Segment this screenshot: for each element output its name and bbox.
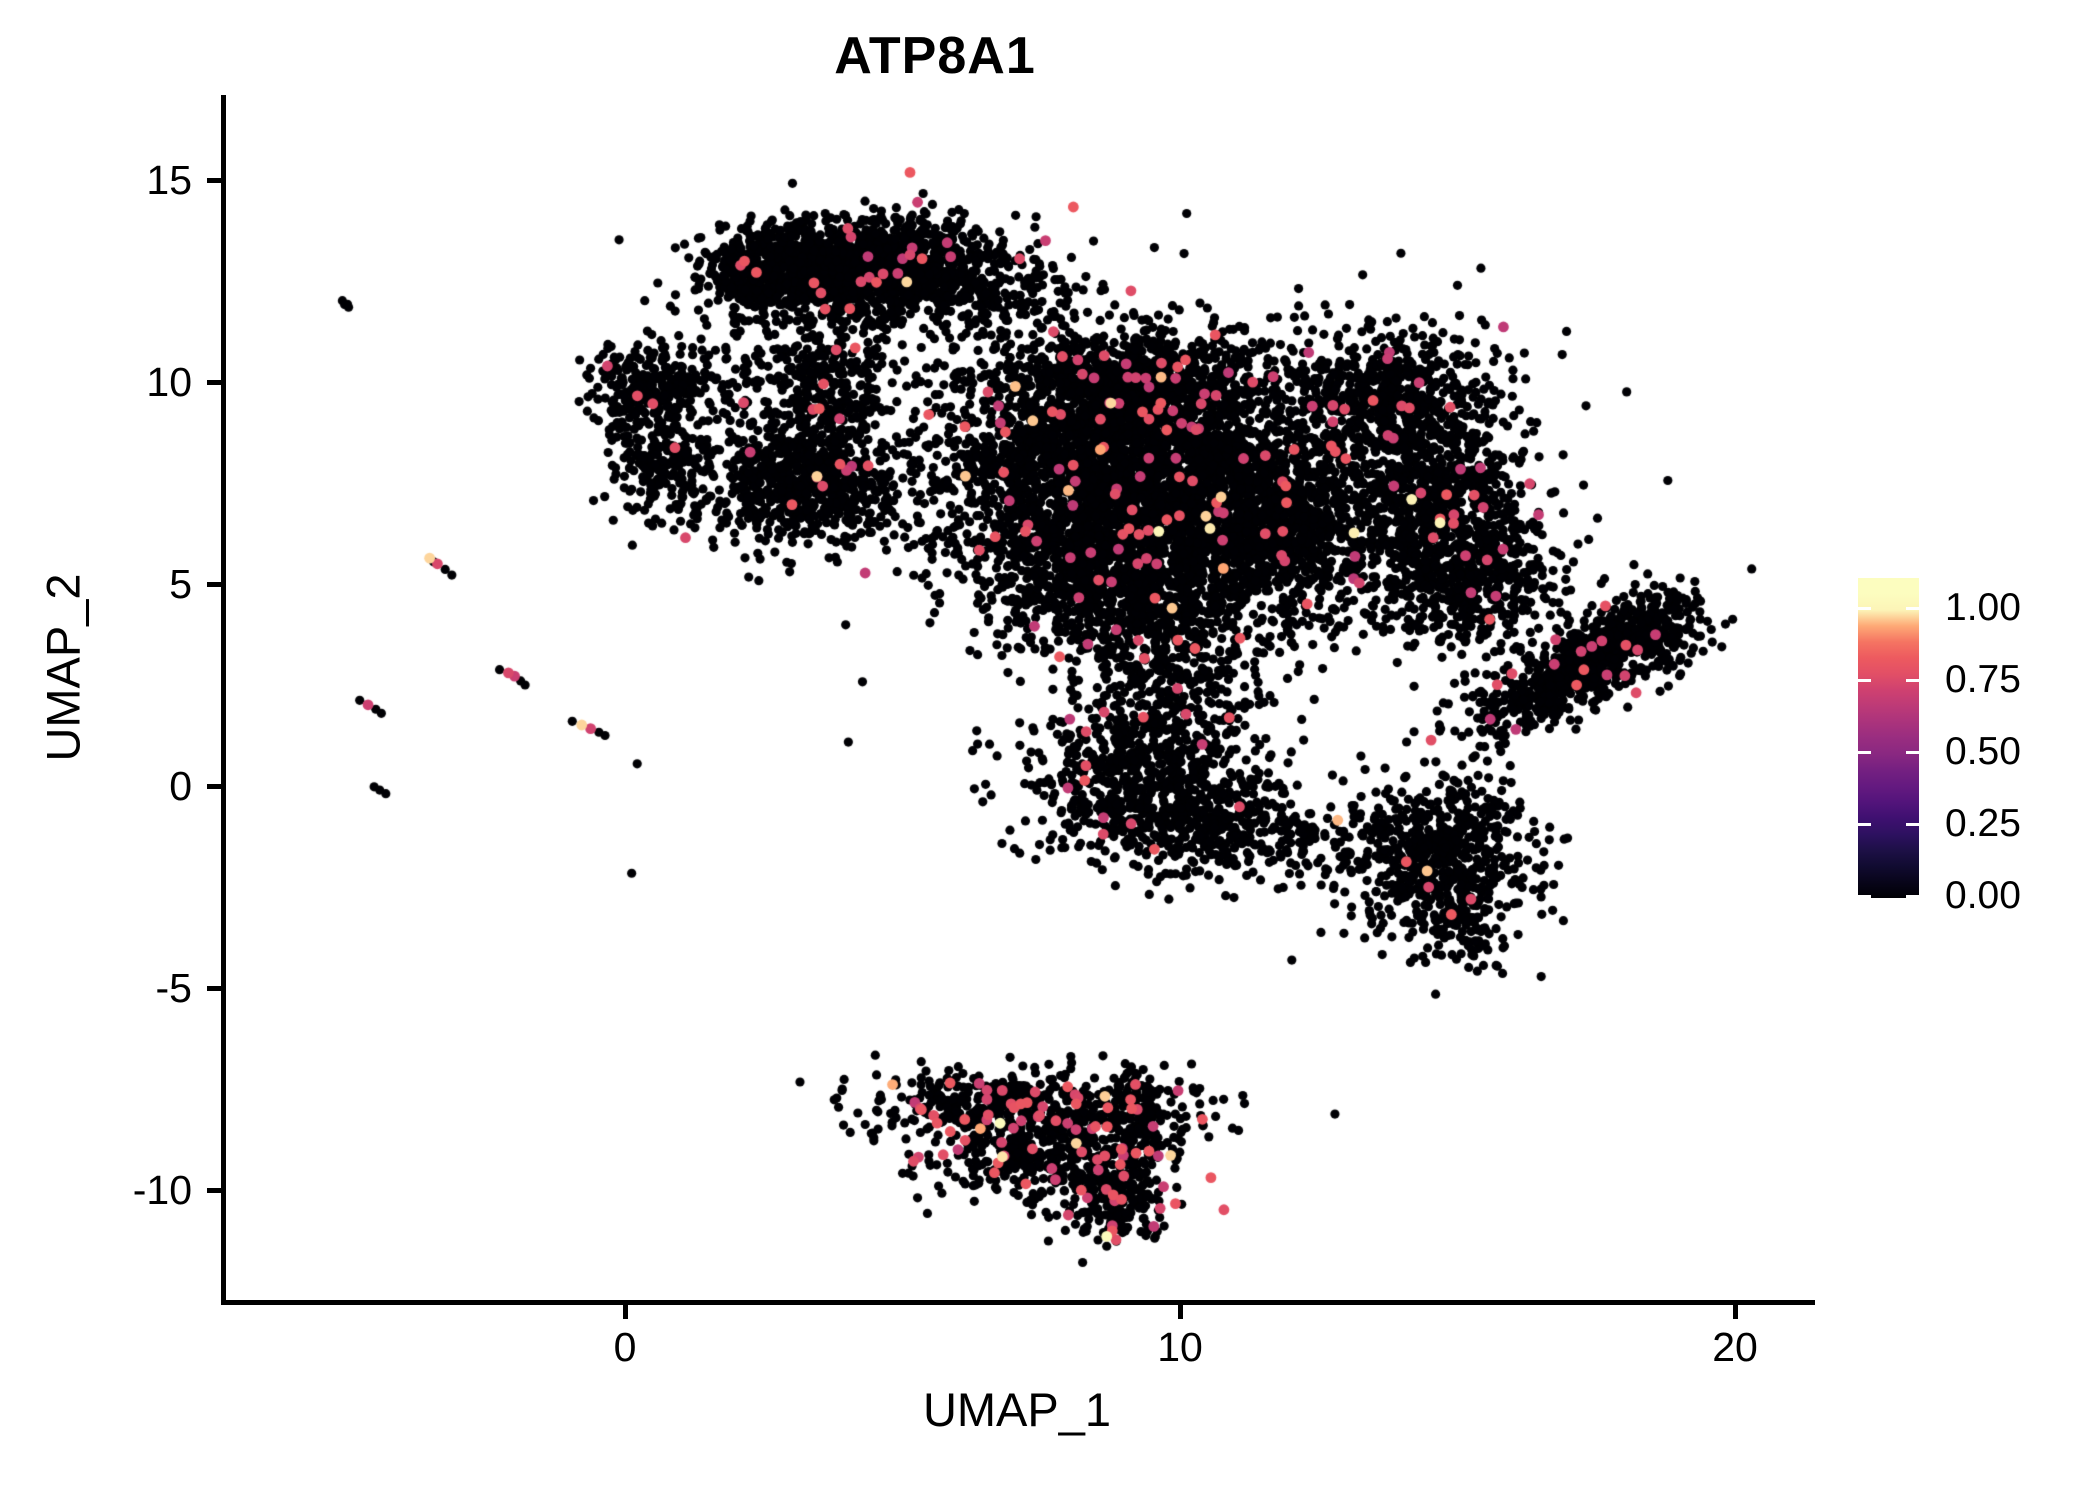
colorbar-tick-label: 1.00 — [1945, 586, 2021, 630]
y-axis-title: UMAP_2 — [36, 573, 90, 762]
y-tick-mark — [207, 985, 221, 991]
colorbar-tick-mark — [1906, 822, 1919, 826]
x-tick-label: 20 — [1712, 1324, 1758, 1370]
colorbar-gradient — [1858, 578, 1919, 898]
y-tick-mark — [207, 177, 221, 183]
colorbar-tick-mark — [1858, 606, 1871, 610]
y-tick-mark — [207, 581, 221, 587]
y-tick-mark — [207, 1187, 221, 1193]
colorbar-tick-mark — [1858, 822, 1871, 826]
colorbar-tick-mark — [1858, 678, 1871, 682]
y-tick-mark — [207, 379, 221, 385]
x-axis-line — [221, 1300, 1815, 1305]
colorbar-tick-mark — [1906, 894, 1919, 898]
colorbar-tick-mark — [1906, 606, 1919, 610]
y-tick-label: 5 — [169, 561, 192, 607]
y-tick-label: 0 — [169, 763, 192, 809]
colorbar-tick-mark — [1906, 750, 1919, 754]
y-tick-label: -10 — [132, 1167, 192, 1213]
x-tick-mark — [1177, 1305, 1183, 1319]
colorbar-tick-mark — [1858, 750, 1871, 754]
x-tick-mark — [1732, 1305, 1738, 1319]
expression-colorbar-legend: 1.00 0.75 0.50 0.25 0.00 — [1858, 578, 2100, 918]
colorbar-tick-label: 0.75 — [1945, 658, 2021, 702]
colorbar-tick-label: 0.25 — [1945, 802, 2021, 846]
x-tick-label: 10 — [1157, 1324, 1203, 1370]
colorbar-tick-mark — [1906, 678, 1919, 682]
colorbar-tick-label: 0.00 — [1945, 874, 2021, 918]
y-tick-label: 15 — [146, 157, 192, 203]
y-tick-label: -5 — [155, 965, 192, 1011]
colorbar-tick-label: 0.50 — [1945, 730, 2021, 774]
y-tick-label: 10 — [146, 359, 192, 405]
x-axis-title: UMAP_1 — [922, 1383, 1112, 1436]
y-axis-line — [221, 95, 226, 1305]
x-tick-label: 0 — [613, 1324, 637, 1370]
y-tick-mark — [207, 783, 221, 789]
x-tick-mark — [622, 1305, 628, 1319]
colorbar-tick-mark — [1858, 894, 1871, 898]
